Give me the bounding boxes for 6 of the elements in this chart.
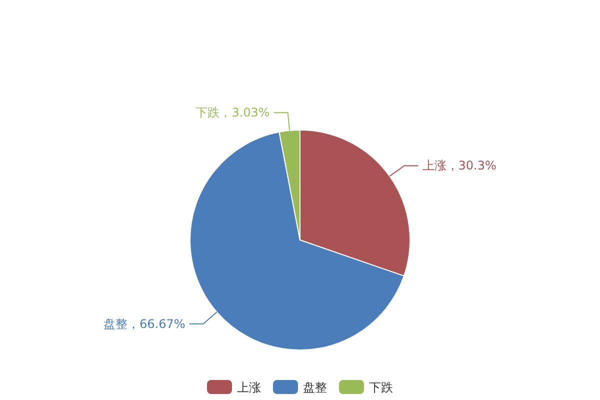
data-label: 盘整，66.67%	[104, 316, 186, 331]
data-label: 下跌，3.03%	[196, 106, 270, 120]
legend-label: 下跌	[369, 380, 393, 394]
data-label: 上涨，30.3%	[422, 158, 496, 173]
legend-label: 盘整	[303, 380, 327, 394]
legend-label: 上涨	[237, 380, 261, 394]
